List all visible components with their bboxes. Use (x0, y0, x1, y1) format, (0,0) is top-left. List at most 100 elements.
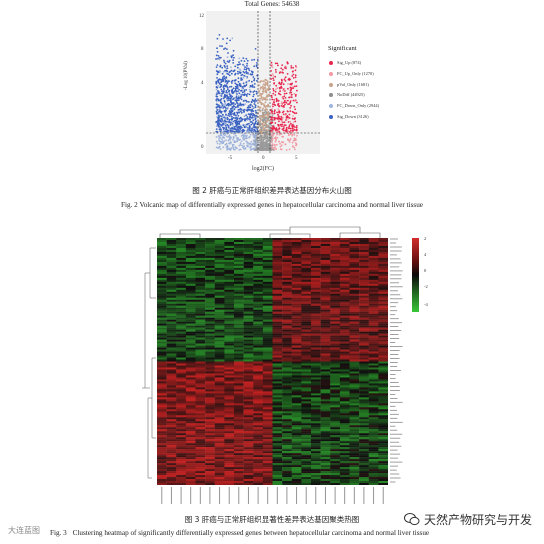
heatmap-cell (349, 367, 360, 370)
heatmap-cell (301, 453, 312, 456)
heatmap-cell (378, 321, 388, 324)
volcano-point (296, 134, 298, 137)
heatmap-cell (176, 393, 187, 396)
heatmap-cell (157, 275, 167, 279)
heatmap-cell (378, 331, 388, 334)
legend-dot (329, 93, 333, 98)
heatmap-cell (243, 461, 254, 464)
heatmap-cell (262, 238, 273, 241)
volcano-point (225, 89, 228, 92)
volcano-point (222, 107, 224, 109)
volcano-point (217, 91, 220, 93)
heatmap-cell (224, 463, 235, 466)
volcano-point (243, 118, 246, 120)
volcano-point (264, 81, 267, 84)
heatmap-cell (253, 343, 264, 346)
heatmap-cell (185, 435, 196, 438)
heatmap-cell (185, 323, 196, 326)
heatmap-cell (205, 297, 215, 300)
heatmap-cell (214, 443, 225, 446)
heatmap-cell (320, 395, 331, 398)
heatmap-cell (330, 443, 341, 446)
heatmap-cell (224, 383, 235, 386)
volcano-point (252, 136, 255, 138)
volcano-point (215, 100, 218, 103)
heatmap-cell (176, 265, 187, 269)
volcano-point (274, 88, 277, 91)
heatmap-cell (262, 421, 273, 424)
heatmap-cell (166, 401, 177, 404)
heatmap-cell (368, 383, 379, 386)
heatmap-cell (224, 447, 235, 450)
heatmap-cell (272, 403, 283, 406)
heatmap-cell (157, 437, 167, 440)
heatmap-cell (339, 371, 350, 374)
volcano-point (227, 114, 230, 117)
heatmap-cell (272, 423, 283, 426)
heatmap-cell (205, 315, 215, 318)
heatmap-cell (205, 295, 215, 298)
heatmap-cell (330, 393, 341, 396)
heatmap-cell (359, 403, 369, 406)
volcano-point (217, 113, 220, 116)
volcano-point (266, 119, 269, 122)
heatmap-cell (224, 307, 235, 310)
volcano-point (294, 69, 297, 72)
heatmap-cell (272, 429, 283, 432)
heatmap-cell (224, 459, 235, 462)
volcano-point (226, 96, 229, 98)
heatmap-cell (185, 267, 196, 271)
heatmap-cell (378, 317, 388, 320)
x-tick-0: 0 (262, 156, 265, 161)
heatmap-cell (185, 403, 196, 406)
volcano-point (239, 107, 242, 110)
volcano-point (226, 120, 228, 123)
heatmap-cell (339, 257, 350, 261)
heatmap-cell (368, 423, 379, 426)
heatmap-cell (330, 459, 341, 462)
volcano-point (264, 114, 266, 116)
volcano-point (253, 128, 256, 131)
heatmap-cell (205, 255, 215, 259)
heatmap-cell (291, 387, 302, 390)
heatmap-cell (301, 437, 312, 440)
heatmap-cell (234, 307, 244, 310)
heatmap-cell (253, 449, 264, 452)
volcano-point (228, 148, 231, 151)
heatmap-cell (301, 365, 312, 368)
heatmap-cell (176, 423, 187, 426)
heatmap-cell (311, 247, 321, 251)
heatmap-cell (282, 275, 292, 279)
heatmap-cell (291, 281, 302, 285)
volcano-point (233, 125, 236, 128)
heatmap-cell (157, 409, 167, 412)
volcano-point (246, 119, 249, 121)
heatmap-cell (330, 359, 341, 362)
volcano-point (222, 114, 224, 116)
heatmap-cell (330, 341, 341, 344)
heatmap-cell (311, 389, 321, 392)
volcano-point (295, 80, 297, 83)
heatmap-cell (282, 383, 292, 386)
volcano-point (234, 106, 237, 109)
volcano-point (293, 105, 296, 108)
heatmap-cell (262, 271, 273, 275)
heatmap-cell (330, 423, 341, 426)
heatmap-cell (195, 319, 206, 322)
heatmap-cell (311, 367, 321, 370)
heatmap-cell (272, 269, 283, 273)
volcano-point (260, 138, 263, 141)
heatmap-cell (205, 397, 215, 400)
heatmap-cell (339, 377, 350, 380)
heatmap-cell (339, 259, 350, 263)
volcano-point (253, 142, 256, 145)
heatmap-cell (224, 293, 235, 296)
heatmap-cell (243, 253, 254, 257)
heatmap-cell (224, 333, 235, 336)
heatmap-cell (214, 321, 225, 324)
heatmap-cell (339, 405, 350, 408)
heatmap-cell (339, 317, 350, 320)
heatmap-cell (243, 381, 254, 384)
volcano-point (233, 79, 236, 82)
heatmap-cell (291, 263, 302, 267)
